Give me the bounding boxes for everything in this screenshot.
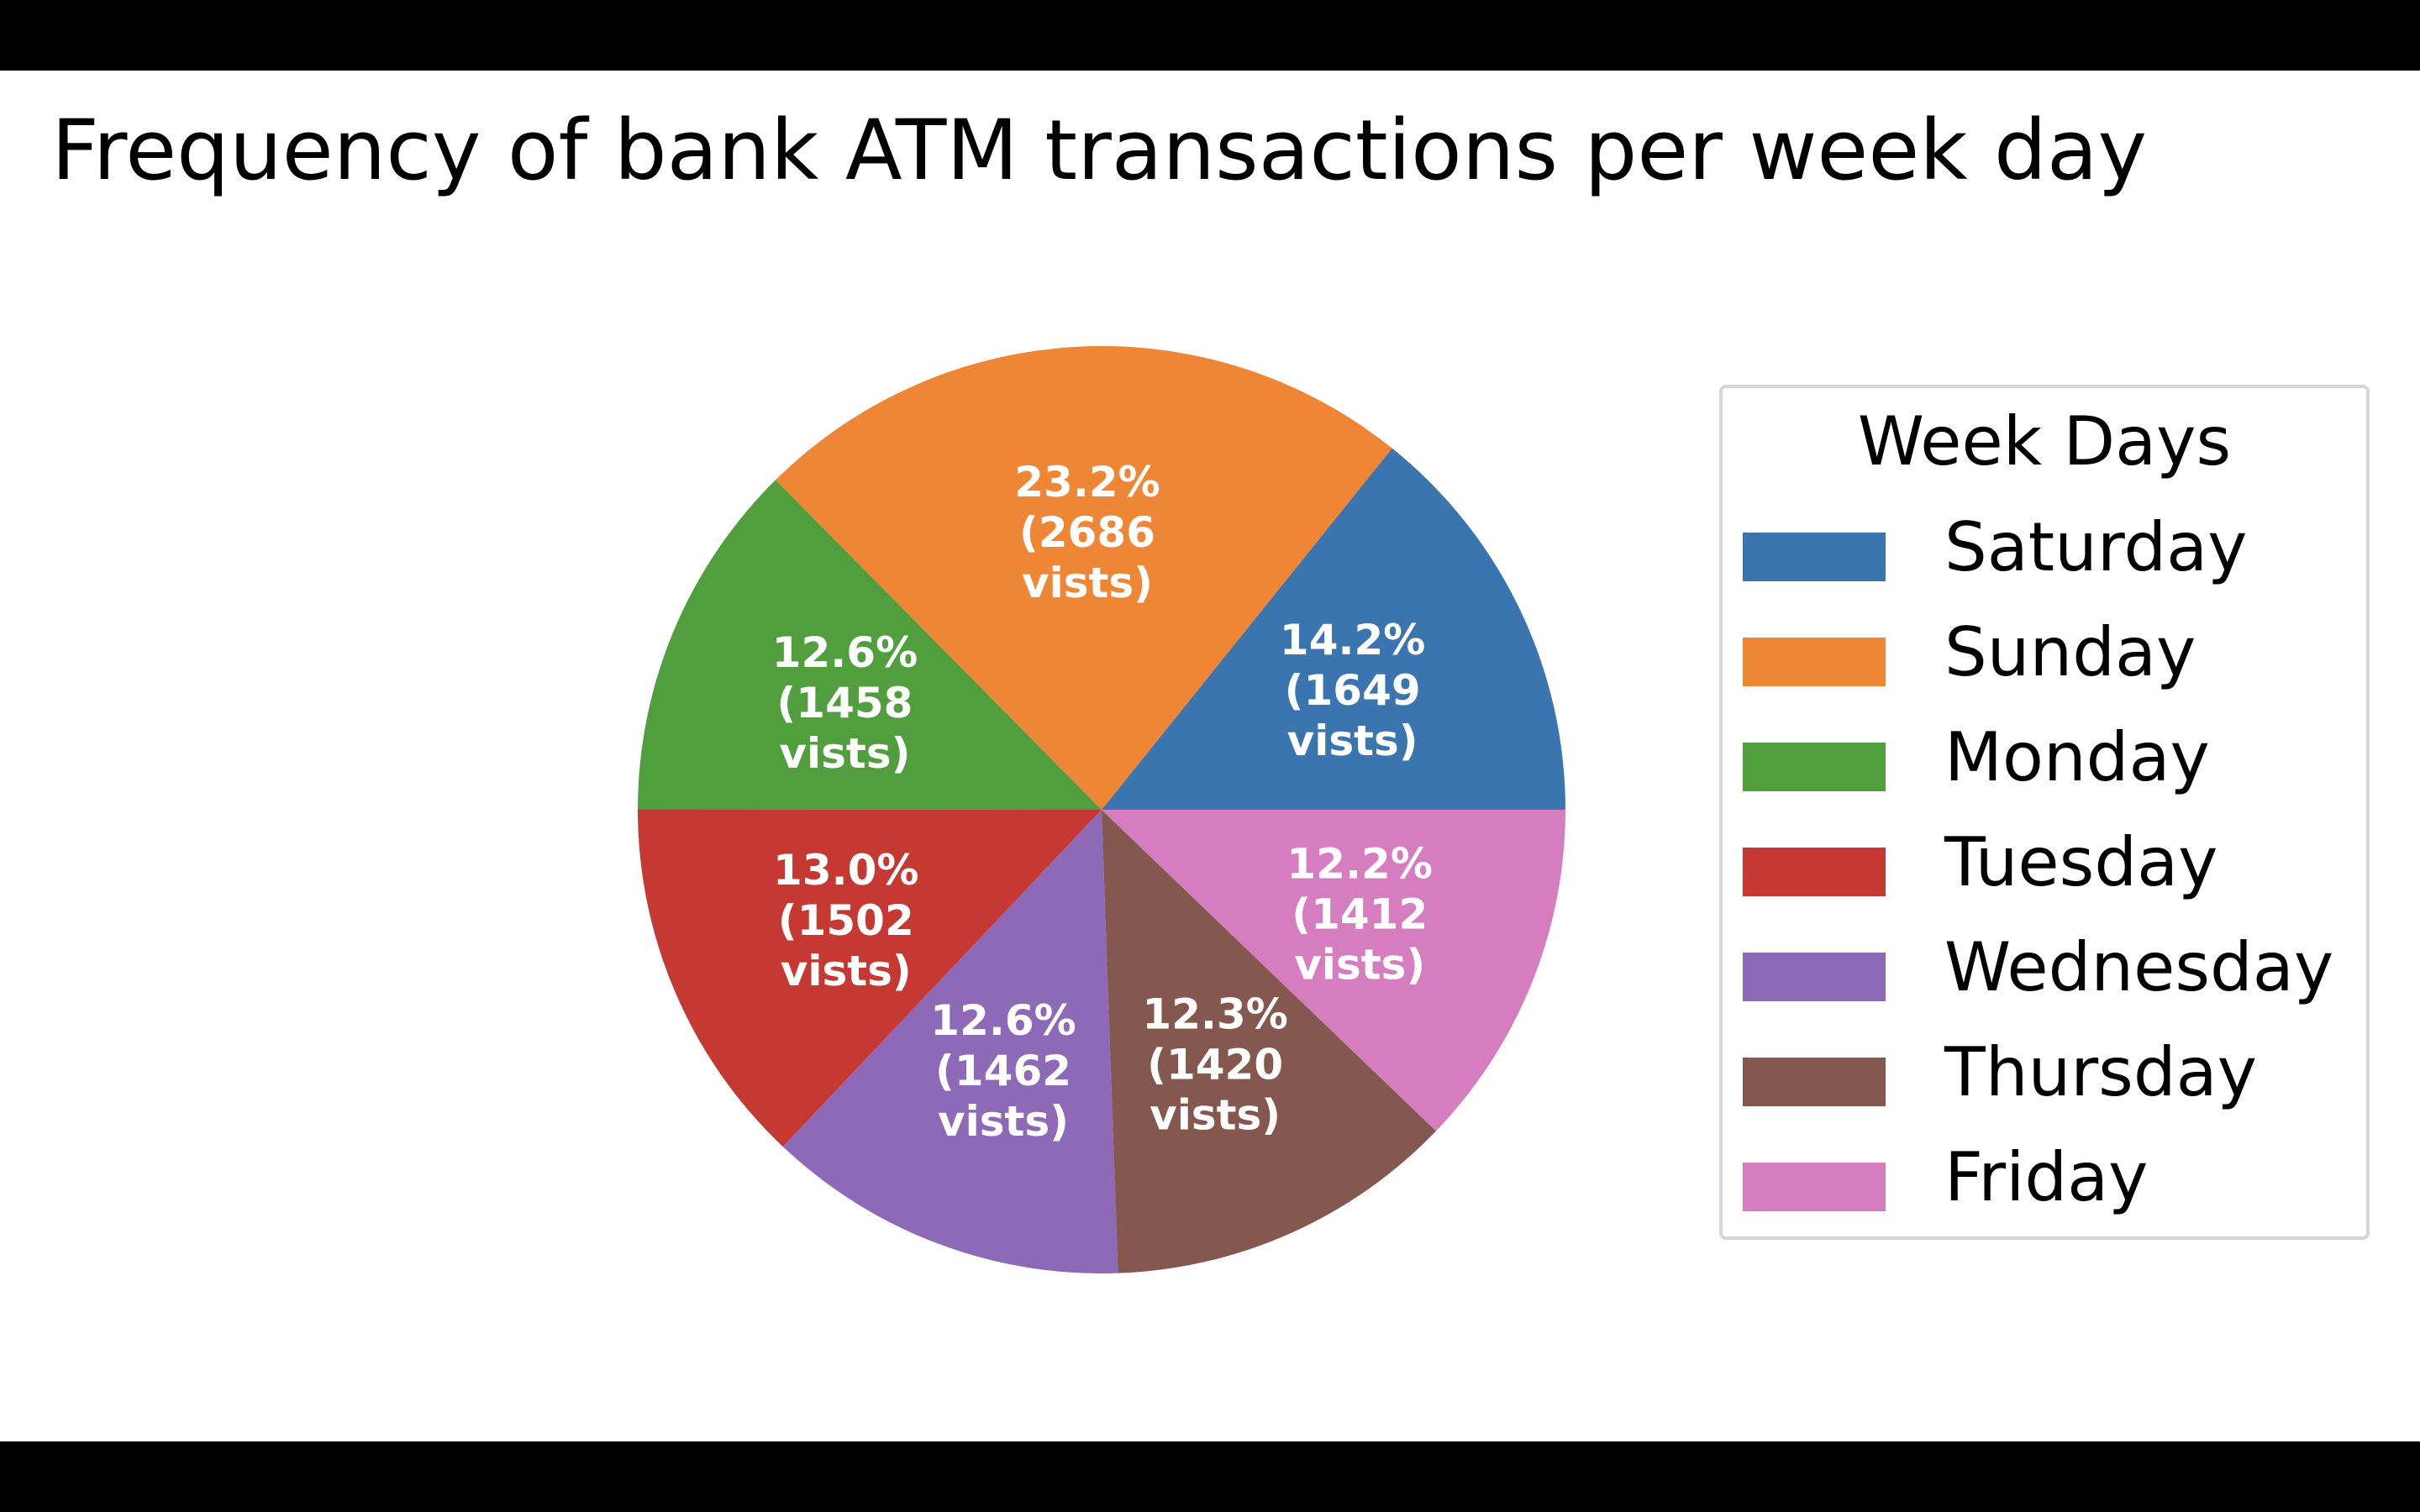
legend-swatch bbox=[1743, 953, 1886, 1001]
legend-swatch bbox=[1743, 743, 1886, 791]
legend-label: Monday bbox=[1944, 718, 2210, 796]
legend-item-friday: Friday bbox=[1743, 1141, 2365, 1215]
legend-swatch bbox=[1743, 1163, 1886, 1211]
slice-label-line: vists) bbox=[1150, 1090, 1281, 1139]
slice-label-line: vists) bbox=[1294, 941, 1425, 990]
slice-label-line: (1649 bbox=[1285, 666, 1421, 715]
legend-swatch bbox=[1743, 1058, 1886, 1106]
legend: Week Days Saturday Sunday Monday Tuesday Wed… bbox=[1719, 385, 2370, 1240]
slice-label-line: vists) bbox=[1022, 559, 1153, 607]
slice-label-line: (1420 bbox=[1147, 1040, 1283, 1089]
slice-label-wednesday: 12.6% (1462 vists) bbox=[930, 996, 1076, 1146]
legend-label: Tuesday bbox=[1944, 823, 2218, 901]
slice-label-line: 23.2% bbox=[1014, 458, 1160, 507]
slice-label-line: 13.0% bbox=[773, 846, 918, 895]
legend-label: Wednesday bbox=[1944, 928, 2334, 1006]
slice-label-line: 14.2% bbox=[1280, 616, 1425, 664]
slice-label-tuesday: 13.0% (1502 vists) bbox=[773, 846, 918, 995]
chart-title: Frequency of bank ATM transactions per w… bbox=[51, 102, 2148, 199]
legend-label: Sunday bbox=[1944, 613, 2196, 691]
slice-label-line: vists) bbox=[1287, 717, 1418, 765]
slice-label-monday: 12.6% (1458 vists) bbox=[772, 628, 918, 778]
pie-slice-friday bbox=[1102, 810, 1565, 1131]
legend-swatch bbox=[1743, 638, 1886, 686]
slice-label-line: (1458 bbox=[776, 679, 913, 727]
legend-item-tuesday: Tuesday bbox=[1743, 826, 2365, 900]
legend-item-wednesday: Wednesday bbox=[1743, 931, 2365, 1005]
slice-label-line: (1462 bbox=[935, 1047, 1071, 1095]
slice-label-line: 12.3% bbox=[1142, 990, 1287, 1038]
pie-slice-thursday bbox=[1102, 810, 1436, 1273]
slice-label-line: vists) bbox=[938, 1097, 1069, 1146]
legend-label: Friday bbox=[1944, 1138, 2149, 1216]
pie-slice-wednesday bbox=[782, 810, 1118, 1273]
slice-label-line: (1412 bbox=[1292, 890, 1428, 939]
pie-slice-sunday bbox=[775, 345, 1392, 810]
pie-slice-labels: 14.2% (1649 vists)23.2% (2686 vists)12.6% (14… bbox=[772, 458, 1433, 1146]
slice-label-saturday: 14.2% (1649 vists) bbox=[1280, 616, 1425, 765]
slice-label-line: vists) bbox=[781, 947, 912, 995]
slice-label-line: 12.6% bbox=[772, 628, 918, 677]
pie-slices bbox=[638, 345, 1565, 1273]
legend-title: Week Days bbox=[1857, 402, 2232, 480]
slice-label-line: (2686 bbox=[1019, 508, 1155, 557]
legend-item-saturday: Saturday bbox=[1743, 511, 2365, 585]
slice-label-friday: 12.2% (1412 vists) bbox=[1286, 840, 1432, 990]
legend-item-thursday: Thursday bbox=[1743, 1036, 2365, 1110]
slice-label-thursday: 12.3% (1420 vists) bbox=[1142, 990, 1287, 1139]
legend-label: Thursday bbox=[1944, 1033, 2257, 1111]
slice-label-sunday: 23.2% (2686 vists) bbox=[1014, 458, 1160, 607]
pie-slice-saturday bbox=[1102, 448, 1565, 810]
slice-label-line: (1502 bbox=[778, 896, 914, 945]
slice-label-line: 12.2% bbox=[1286, 840, 1432, 889]
slice-label-line: vists) bbox=[779, 729, 910, 778]
legend-item-sunday: Sunday bbox=[1743, 616, 2365, 690]
legend-swatch bbox=[1743, 848, 1886, 896]
legend-swatch bbox=[1743, 533, 1886, 581]
pie-slice-tuesday bbox=[638, 809, 1102, 1147]
legend-label: Saturday bbox=[1944, 508, 2248, 586]
pie-slice-monday bbox=[638, 480, 1102, 810]
slice-label-line: 12.6% bbox=[930, 996, 1076, 1045]
legend-item-monday: Monday bbox=[1743, 721, 2365, 795]
